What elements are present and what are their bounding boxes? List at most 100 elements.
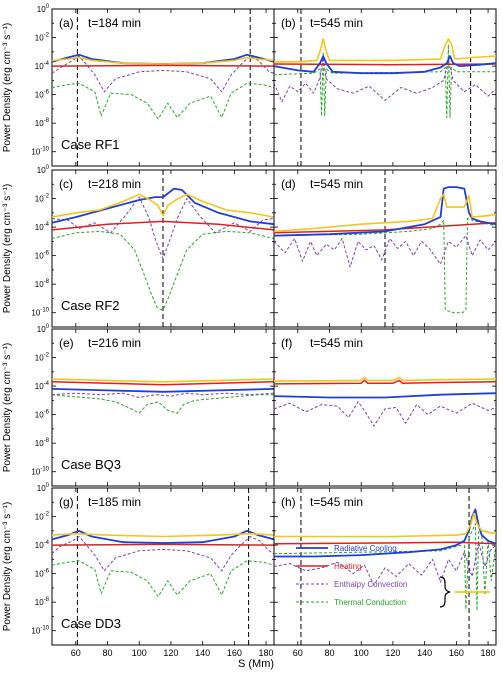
y-tick-label: 10-4 <box>35 61 50 71</box>
legend-brace <box>439 576 451 608</box>
y-tick-label: 10-10 <box>31 626 49 636</box>
y-tick-label: 10-6 <box>35 569 50 579</box>
y-axis-label: Power Density (erg cm⁻³ s⁻¹) <box>2 343 13 472</box>
x-tick-label: 80 <box>102 648 112 658</box>
y-tick-label: 10-2 <box>35 33 50 43</box>
y-tick-label: 10-6 <box>35 410 50 420</box>
series-radiative <box>51 187 275 226</box>
series-enthalpy <box>51 55 275 93</box>
series-enthalpy <box>273 541 497 586</box>
series-heating <box>273 63 497 66</box>
panel-label: (a) <box>59 16 74 30</box>
y-tick-label: 100 <box>37 165 50 175</box>
panel-h: 60 80 100 120 140 160 180 (h) t=545 min <box>273 487 497 658</box>
y-tick-label: 100 <box>37 483 50 493</box>
series-conduction <box>51 394 274 414</box>
x-tick-label: 60 <box>293 648 303 658</box>
series-radiative <box>274 508 497 558</box>
panel-time: t=545 min <box>310 495 363 509</box>
series-conduction <box>51 230 275 311</box>
case-label: Case RF1 <box>61 137 120 152</box>
x-tick-label: 80 <box>324 648 334 658</box>
panel-frame <box>273 328 497 487</box>
x-tick-label: 160 <box>227 648 242 658</box>
x-tick-label: 120 <box>385 648 400 658</box>
series-conduction <box>273 523 497 612</box>
series-heating <box>51 220 275 231</box>
y-tick-label: 10-4 <box>35 222 50 232</box>
series-sum <box>273 376 497 382</box>
y-tick-label: 10-8 <box>35 597 50 607</box>
y-axis-label: Power Density (erg cm⁻³ s⁻¹) <box>2 502 13 631</box>
series-sum <box>274 38 497 63</box>
case-label: Case DD3 <box>61 616 121 631</box>
x-tick-label: 160 <box>449 648 464 658</box>
case-label: Case BQ3 <box>61 457 121 472</box>
series-heating <box>51 543 275 546</box>
x-axis-label: S (Mm) <box>238 658 274 670</box>
series-conduction <box>51 82 275 120</box>
panel-d: (d) t=545 min <box>273 169 497 328</box>
panel-label: (d) <box>281 177 296 191</box>
x-tick-label: 180 <box>259 648 274 658</box>
series-enthalpy <box>51 536 275 572</box>
panel-c: 100 10-2 10-4 10-6 10-8 10-10 Power Density (e… <box>2 165 275 328</box>
x-tick-label: 140 <box>195 648 210 658</box>
series-sum <box>51 193 275 218</box>
series-radiative <box>51 388 275 393</box>
y-tick-label: 10-10 <box>31 147 49 157</box>
panel-label: (f) <box>281 336 292 350</box>
y-axis-label: Power Density (erg cm⁻³ s⁻¹) <box>2 23 13 152</box>
panel-label: (c) <box>59 177 73 191</box>
panel-time: t=185 min <box>88 495 141 509</box>
panel-e: 100 10-2 10-4 10-6 10-8 10-10 Power Density (e… <box>2 324 275 487</box>
panel-label: (e) <box>59 336 74 350</box>
series-sum <box>51 532 275 538</box>
legend-label-enthalpy: Enthalpy Convection <box>334 580 407 589</box>
series-enthalpy <box>273 401 497 427</box>
panel-time: t=218 min <box>88 177 141 191</box>
panel-label: (b) <box>281 16 296 30</box>
y-tick-label: 10-8 <box>35 279 50 289</box>
panel-a: 100 10-2 10-4 10-6 10-8 10-10 Power Density (e… <box>2 4 275 167</box>
series-heating <box>273 541 497 545</box>
y-tick-label: 100 <box>37 4 50 14</box>
y-tick-label: 10-2 <box>35 194 50 204</box>
y-tick-label: 10-6 <box>35 251 50 261</box>
series-conduction <box>273 218 497 314</box>
panel-time: t=216 min <box>88 336 141 350</box>
x-tick-label: 60 <box>71 648 81 658</box>
series-enthalpy <box>51 392 275 398</box>
series-sum <box>274 512 497 538</box>
panel-frame <box>273 8 497 167</box>
series-heating <box>273 379 497 385</box>
legend-label-heating: Heating <box>334 562 362 571</box>
series-radiative <box>273 186 497 237</box>
y-tick-label: 10-2 <box>35 353 50 363</box>
y-tick-label: 100 <box>37 324 50 334</box>
panel-label: (h) <box>281 495 296 509</box>
x-tick-label: 100 <box>132 648 147 658</box>
y-tick-label: 10-4 <box>35 540 50 550</box>
panel-time: t=545 min <box>310 336 363 350</box>
y-tick-label: 10-8 <box>35 438 50 448</box>
series-enthalpy <box>51 196 275 259</box>
legend: Radiative Cooling Heating Enthalpy Convect… <box>296 544 490 608</box>
panel-f: (f) t=545 min <box>273 328 497 487</box>
x-tick-label: 140 <box>417 648 432 658</box>
series-heating <box>51 381 275 386</box>
x-tick-label: 120 <box>163 648 178 658</box>
y-axis-label: Power Density (erg cm⁻³ s⁻¹) <box>2 184 13 313</box>
x-tick-label: 100 <box>354 648 369 658</box>
series-sum <box>51 56 275 65</box>
series-radiative <box>273 55 497 75</box>
y-tick-label: 10-10 <box>31 308 49 318</box>
panel-time: t=184 min <box>88 16 141 30</box>
x-tick-label: 180 <box>481 648 496 658</box>
y-tick-label: 10-10 <box>31 467 49 477</box>
series-heating <box>51 64 275 67</box>
legend-label-radiative: Radiative Cooling <box>334 544 397 553</box>
y-tick-label: 10-4 <box>35 381 50 391</box>
series-heating <box>273 222 497 234</box>
series-radiative <box>51 529 275 544</box>
